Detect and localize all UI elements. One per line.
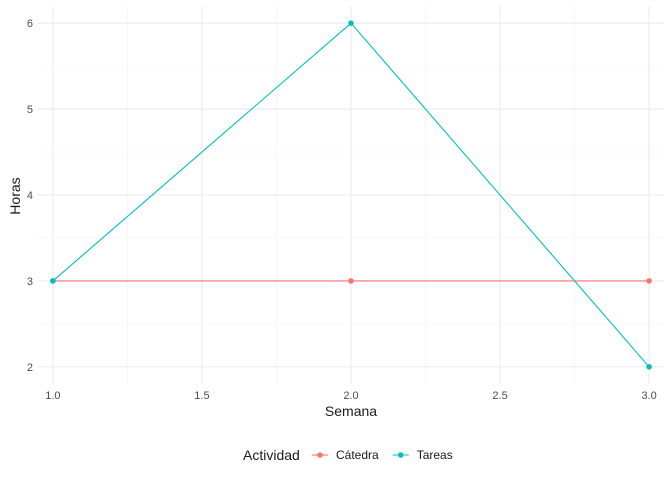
y-tick-label: 6 <box>27 18 33 30</box>
grid-major <box>38 6 664 384</box>
x-tick-label: 1.0 <box>45 390 60 402</box>
data-point <box>50 278 56 284</box>
y-tick-label: 2 <box>27 362 33 374</box>
y-tick-label: 3 <box>27 276 33 288</box>
y-axis-title: Horas <box>7 177 23 214</box>
legend-title: Actividad <box>243 447 300 463</box>
y-tick-label: 5 <box>27 104 33 116</box>
x-axis-title: Semana <box>325 403 377 419</box>
series-layer <box>50 20 652 370</box>
legend-key-point <box>397 452 404 458</box>
data-point <box>646 278 652 284</box>
legend-items: Cátedra Tareas <box>312 448 453 462</box>
x-tick-label: 1.5 <box>194 390 209 402</box>
legend-item: Tareas <box>392 448 453 462</box>
data-point <box>646 364 652 370</box>
legend-label: Tareas <box>417 448 453 462</box>
x-axis-ticks: 1.0 1.5 2.0 2.5 3.0 <box>45 390 656 402</box>
legend: Actividad Cátedra Tareas <box>243 447 453 463</box>
legend-key-point <box>317 452 323 458</box>
x-tick-label: 2.0 <box>343 390 358 402</box>
data-point <box>348 278 354 284</box>
x-tick-label: 3.0 <box>641 390 656 402</box>
legend-label: Cátedra <box>336 448 379 462</box>
x-tick-label: 2.5 <box>492 390 507 402</box>
y-tick-label: 4 <box>27 190 33 202</box>
legend-item: Cátedra <box>312 448 379 462</box>
y-axis-ticks: 2 3 4 5 6 <box>27 18 33 374</box>
data-point <box>348 20 354 26</box>
